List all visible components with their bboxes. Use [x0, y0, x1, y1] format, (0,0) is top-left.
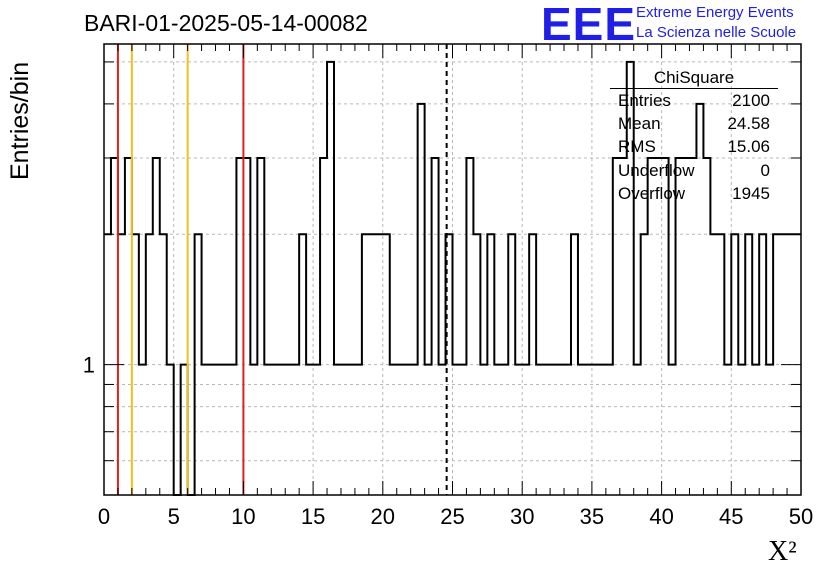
x-tick-label: 15 — [301, 504, 325, 529]
logo-mark: EEE — [541, 0, 637, 50]
x-tick-label: 5 — [168, 504, 180, 529]
x-tick-label: 35 — [580, 504, 604, 529]
stats-value: 2100 — [732, 91, 770, 110]
y-axis-label: Entries/bin — [6, 61, 34, 180]
stats-title: ChiSquare — [610, 68, 778, 89]
stats-label: Overflow — [618, 183, 686, 203]
x-axis-label: X² — [768, 536, 797, 567]
stats-value: 0 — [760, 160, 770, 180]
x-tick-label: 20 — [371, 504, 395, 529]
stats-label: RMS — [618, 137, 656, 157]
histogram-series — [104, 60, 801, 496]
stats-value: 24.58 — [727, 114, 770, 134]
stats-row-rms: RMS 15.06 — [610, 135, 778, 158]
x-tick-label: 40 — [649, 504, 673, 529]
y-tick-label: 1 — [83, 353, 95, 378]
stats-row-entries: Entries 2100 — [610, 89, 778, 112]
stats-label: Mean — [618, 114, 661, 134]
x-tick-label: 50 — [789, 504, 813, 529]
stats-box: ChiSquare Entries 2100 Mean 24.58 RMS 15… — [610, 68, 778, 205]
logo-line-1: Extreme Energy Events — [636, 4, 794, 21]
chart-title: BARI-01-2025-05-14-00082 — [84, 10, 368, 36]
x-tick-label: 25 — [440, 504, 464, 529]
x-tick-label: 10 — [231, 504, 255, 529]
x-tick-label: 45 — [719, 504, 743, 529]
stats-row-underflow: Underflow 0 — [610, 159, 778, 182]
logo-line-2: La Scienza nelle Scuole — [636, 24, 797, 41]
stats-label: Entries — [618, 91, 671, 110]
x-tick-label: 0 — [98, 504, 110, 529]
stats-value: 15.06 — [727, 137, 770, 157]
stats-value: 1945 — [732, 183, 770, 203]
stats-row-mean: Mean 24.58 — [610, 112, 778, 135]
stats-row-overflow: Overflow 1945 — [610, 182, 778, 205]
x-tick-label: 30 — [510, 504, 534, 529]
stats-label: Underflow — [618, 160, 695, 180]
